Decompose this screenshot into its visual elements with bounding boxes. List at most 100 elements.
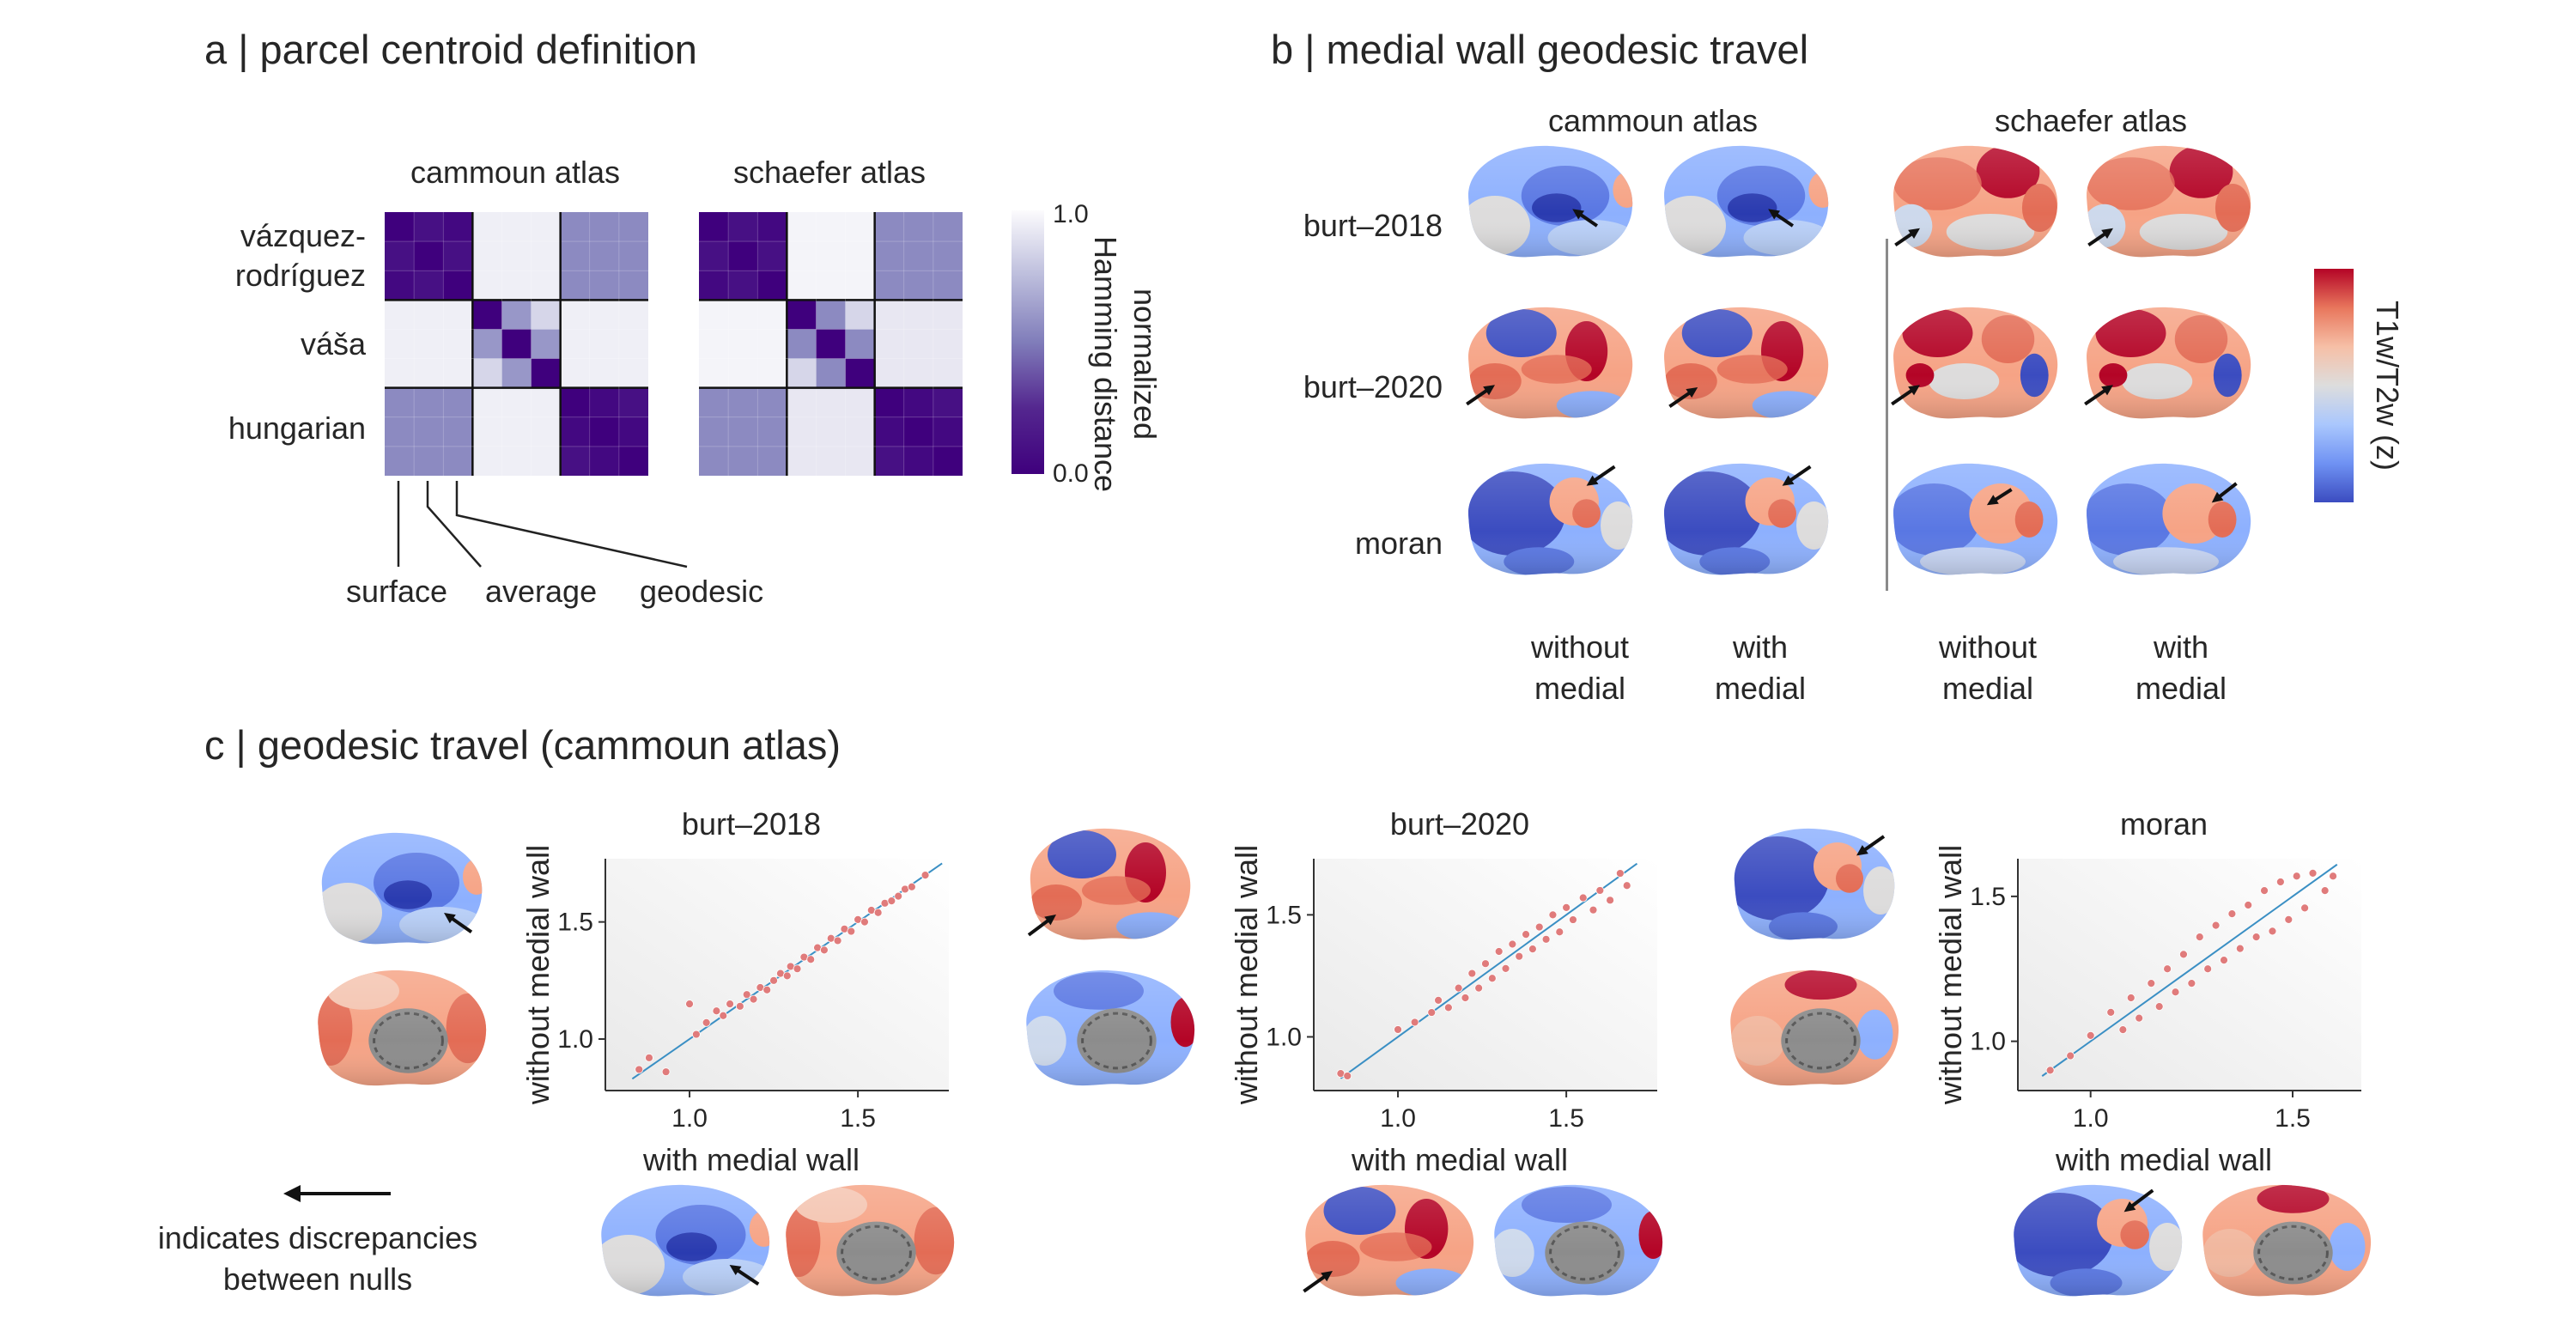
matrix-cell xyxy=(414,212,444,242)
matrix-cell xyxy=(728,446,758,476)
scatter-point xyxy=(2106,1007,2116,1017)
matrix-cell xyxy=(903,212,934,242)
matrix-cell xyxy=(874,387,905,418)
panel-b-heading: b | medial wall geodesic travel xyxy=(1271,27,1809,72)
matrix-cell xyxy=(728,358,758,389)
matrix-cell xyxy=(933,358,963,389)
matrix-cell xyxy=(443,446,473,476)
col-label-line2: medial xyxy=(1714,671,1807,706)
brain-surface xyxy=(2084,307,2251,419)
matrix-cell xyxy=(903,241,934,271)
scatter-point xyxy=(782,971,792,981)
matrix-cell xyxy=(816,300,847,330)
matrix-cell xyxy=(933,329,963,360)
brain-surface xyxy=(1893,145,2058,258)
matrix-cell xyxy=(414,416,444,447)
identity-line xyxy=(1340,862,1638,1079)
discrepancy-arrow-icon xyxy=(2215,482,2238,501)
matrix-cell xyxy=(845,270,876,301)
legend-arrow-icon xyxy=(283,1185,391,1202)
matrix-cell xyxy=(560,241,591,271)
matrix-cell xyxy=(699,446,729,476)
brain-surface xyxy=(1664,463,1829,575)
matrix-cell xyxy=(385,300,415,330)
scatter-point xyxy=(2329,872,2337,881)
panel-a-row-label-vazquez: vázquez- rodríguez xyxy=(234,218,366,293)
scatter-point xyxy=(2235,944,2245,953)
scatter-point xyxy=(1562,903,1571,912)
scatter-point xyxy=(2227,909,2237,919)
column-connector-lines xyxy=(397,481,688,568)
brain-surface xyxy=(601,1184,770,1297)
scatter-title: burt–2018 xyxy=(682,806,821,842)
matrix-cell xyxy=(933,270,963,301)
discrepancy-arrowhead-icon xyxy=(1572,209,1585,220)
matrix-cell xyxy=(728,270,758,301)
discrepancy-arrowhead-icon xyxy=(444,913,456,924)
scatter-point xyxy=(1522,930,1530,939)
plot-area xyxy=(1314,859,1657,1091)
scatter-point xyxy=(2154,1002,2164,1012)
matrix-cell xyxy=(845,446,876,476)
scatter-point xyxy=(769,975,778,985)
scatter-point xyxy=(2244,901,2253,909)
y-tick-label: 1.0 xyxy=(557,1025,593,1054)
matrix-cell xyxy=(845,416,876,447)
matrix-cell xyxy=(618,241,648,271)
matrix-cell xyxy=(501,270,532,301)
scatter-point xyxy=(833,936,842,945)
matrix-cell xyxy=(531,212,562,242)
scatter-point xyxy=(2251,933,2261,942)
legend-arrow-text: indicates discrepancies between nulls xyxy=(157,1220,478,1297)
matrix-cell xyxy=(589,387,620,418)
matrix-cell xyxy=(845,300,876,330)
matrix-cell xyxy=(560,446,591,476)
matrix-cell xyxy=(385,358,415,389)
matrix-cell xyxy=(472,300,502,330)
brain-surface xyxy=(1468,145,1633,258)
discrepancy-arrow-icon xyxy=(1891,387,1916,406)
panel-b-atlas-label-schaefer: schaefer atlas xyxy=(1994,103,2188,138)
x-tick-label: 1.0 xyxy=(1380,1104,1416,1133)
brain-surface xyxy=(786,1184,955,1297)
scatter-point xyxy=(1427,1008,1437,1017)
brain-surface xyxy=(2202,1184,2372,1297)
scatter-point xyxy=(2203,964,2213,974)
scatter-point xyxy=(920,871,930,879)
matrix-cell xyxy=(874,358,905,389)
matrix-cell xyxy=(874,446,905,476)
discrepancy-arrow-icon xyxy=(1861,835,1886,854)
matrix-cell xyxy=(845,212,876,242)
scatter-point xyxy=(1467,969,1477,978)
scatter-point xyxy=(806,955,816,964)
matrix-cell xyxy=(414,300,444,330)
matrix-cell xyxy=(472,446,502,476)
scatter-point xyxy=(635,1065,644,1074)
scatter-point xyxy=(894,891,903,901)
matrix-cell xyxy=(874,329,905,360)
matrix-cell xyxy=(414,387,444,418)
matrix-cell xyxy=(531,270,562,301)
matrix-cell xyxy=(472,358,502,389)
brain-surface xyxy=(2014,1184,2183,1297)
hamming-matrix-schaefer xyxy=(699,212,963,476)
discrepancy-arrowhead-icon xyxy=(1768,209,1781,220)
scatter-point xyxy=(1548,910,1558,920)
scatter-point xyxy=(702,1018,711,1027)
scatter-point xyxy=(793,964,802,974)
matrix-cell xyxy=(874,270,905,301)
scatter-point xyxy=(661,1067,671,1077)
scatter-point xyxy=(1622,881,1631,890)
scatter-title: burt–2020 xyxy=(1390,806,1529,842)
panel-b-col-label-3: without medial xyxy=(1902,627,2074,709)
matrix-cell xyxy=(414,270,444,301)
brain-surface xyxy=(1664,145,1829,258)
scatter-point xyxy=(2275,878,2285,886)
discrepancy-arrowhead-icon xyxy=(1908,228,1920,239)
col-label-line2: medial xyxy=(2135,671,2227,706)
scatter-point xyxy=(847,927,856,936)
matrix-cell xyxy=(385,241,415,271)
matrix-cell xyxy=(385,212,415,242)
matrix-cell xyxy=(787,300,817,330)
hamming-colorbar-min: 0.0 xyxy=(1053,459,1089,488)
